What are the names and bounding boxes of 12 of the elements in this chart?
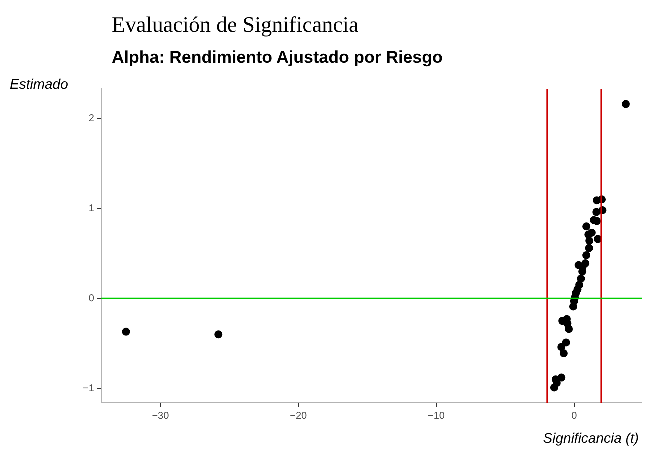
- x-tick-label: −30: [152, 410, 170, 422]
- y-axis-title: Estimado: [10, 76, 68, 92]
- y-tick-label: 0: [88, 293, 95, 304]
- x-tick-label: −20: [290, 410, 308, 422]
- x-tick-label: −10: [428, 410, 446, 422]
- chart-title: Evaluación de Significancia: [112, 12, 359, 38]
- x-axis-title: Significancia (t): [543, 430, 639, 446]
- y-tick-label: −1: [82, 383, 95, 394]
- y-tick-label: 1: [88, 203, 95, 214]
- y-tick-label: 2: [88, 113, 95, 124]
- x-tick-label: 0: [572, 410, 578, 422]
- chart-subtitle: Alpha: Rendimiento Ajustado por Riesgo: [112, 48, 443, 68]
